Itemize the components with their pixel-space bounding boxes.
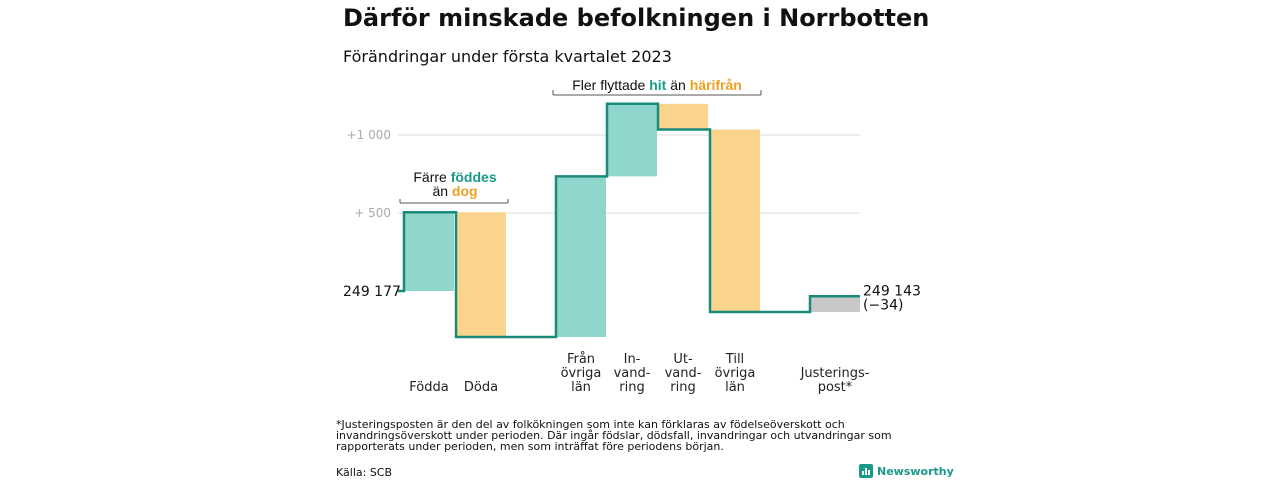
category-label-6-line-1: post* <box>818 380 853 395</box>
chart-subtitle: Förändringar under första kvartalet 2023 <box>343 47 672 66</box>
birth-annotation: Färre föddes än dog <box>399 169 509 204</box>
category-label-4-line-0: Ut- <box>673 352 693 367</box>
category-label-6: Justerings-post* <box>800 366 870 395</box>
source-credit: Källa: SCB <box>336 466 393 479</box>
chart-title: Därför minskade befolkningen i Norrbotte… <box>343 4 930 32</box>
category-label-2-line-1: övriga <box>561 366 602 381</box>
birth-annotation-bracket <box>399 199 509 204</box>
category-label-3-line-1: vand- <box>614 366 651 381</box>
footnote: *Justeringsposten är den del av folkökni… <box>336 418 892 453</box>
category-label-4: Ut-vand-ring <box>665 352 702 395</box>
category-label-0: Födda <box>409 380 448 395</box>
brand-name: Newsworthy <box>877 464 954 478</box>
bar-0 <box>404 212 454 291</box>
category-label-2: Från övriga län <box>561 352 602 395</box>
bar-4 <box>658 103 708 130</box>
newsworthy-logo-icon <box>859 464 873 478</box>
bar-1 <box>456 212 506 338</box>
category-label-1-line-0: Döda <box>464 380 498 395</box>
category-label-5-line-1: övriga <box>715 366 756 381</box>
category-label-5: Till övriga län <box>715 352 756 395</box>
category-label-1: Döda <box>464 380 498 395</box>
category-label-5-line-0: Till <box>725 352 744 367</box>
end-value-label: 249 143 <box>863 283 921 299</box>
category-label-3-line-2: ring <box>619 380 644 395</box>
migration-annotation-text: Fler flyttade hit än härifrån <box>572 77 742 93</box>
category-label-3: In-vand-ring <box>614 352 651 395</box>
end-change-label: (−34) <box>863 297 903 313</box>
bar-6 <box>810 296 860 313</box>
birth-annotation-line2: än dog <box>432 183 477 199</box>
y-tick-label-0: + 500 <box>354 206 391 220</box>
category-label-4-line-1: vand- <box>665 366 702 381</box>
category-label-3-line-0: In- <box>624 352 641 367</box>
birth-annotation-line1: Färre föddes <box>413 169 496 185</box>
bar-3 <box>607 103 657 177</box>
waterfall-step-line <box>398 102 860 339</box>
migration-annotation-bracket <box>552 90 762 96</box>
category-label-6-line-0: Justerings- <box>800 366 870 381</box>
category-label-0-line-0: Födda <box>409 380 448 395</box>
category-label-4-line-2: ring <box>670 380 695 395</box>
start-value-label: 249 177 <box>343 284 401 300</box>
bar-5 <box>710 129 760 313</box>
migration-annotation: Fler flyttade hit än härifrån <box>552 77 762 96</box>
step-line <box>398 102 860 339</box>
category-label-2-line-2: län <box>571 380 591 395</box>
bars <box>404 103 860 338</box>
category-label-2-line-0: Från <box>567 352 595 367</box>
brand: Newsworthy <box>859 464 954 478</box>
category-label-5-line-2: län <box>725 380 745 395</box>
y-tick-label-1: +1 000 <box>347 128 391 142</box>
bar-2 <box>556 176 606 338</box>
